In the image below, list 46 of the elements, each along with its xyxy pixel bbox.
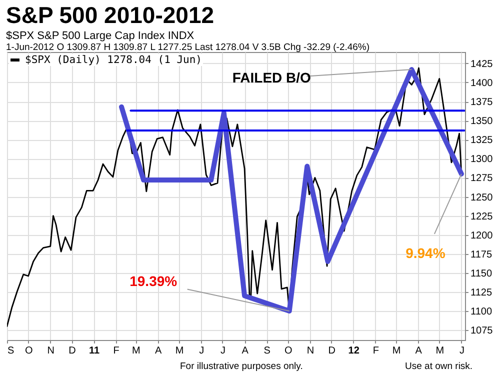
x-tick-label: D <box>328 346 336 356</box>
x-tick-label: 12 <box>348 346 360 356</box>
y-tick-label: 1175 <box>470 249 492 260</box>
y-tick-label: 1275 <box>470 173 494 184</box>
annotation: 9.94% <box>406 244 446 261</box>
y-tick-label: 1325 <box>470 135 494 146</box>
x-tick-label: F <box>113 346 120 356</box>
y-tick-label: 1375 <box>470 97 494 108</box>
x-tick-label: A <box>154 346 162 356</box>
y-tick-label: 1425 <box>470 58 494 70</box>
x-tick-label: A <box>415 346 422 356</box>
x-tick-label: 11 <box>88 346 100 356</box>
y-tick-label: 1150 <box>470 268 492 280</box>
y-tick-label: 1300 <box>470 154 494 166</box>
x-tick-label: J <box>459 346 464 356</box>
text: Use at own risk. <box>405 361 473 372</box>
annotation: 19.39% <box>130 273 178 290</box>
y-tick-label: 1400 <box>470 78 494 89</box>
x-tick-label: S <box>264 346 271 356</box>
y-tick-label: 1075 <box>470 326 494 337</box>
x-tick-label: A <box>242 346 249 356</box>
y-tick-label: 1225 <box>470 211 494 222</box>
x-tick-label: N <box>306 346 314 356</box>
x-tick-label: F <box>372 346 379 356</box>
x-tick-label: O <box>24 346 33 356</box>
x-tick-label: M <box>436 346 444 356</box>
legend-label: $SPX (Daily) 1278.04 (1 Jun) <box>25 54 202 66</box>
y-tick-label: 1350 <box>470 116 494 128</box>
x-tick-label: O <box>284 346 293 356</box>
y-tick-label: 1250 <box>470 192 494 204</box>
y-tick-label: 1125 <box>470 288 492 298</box>
x-tick-label: M <box>132 346 140 356</box>
x-tick-label: M <box>175 346 184 356</box>
chart-title: S&P 500 2010-2012 <box>6 2 214 29</box>
y-tick-label: 1200 <box>470 230 494 242</box>
annotation: 1-Jun-2012 O 1309.87 H 1309.87 L 1277.25 Last 1278.04 V 3.5B Chg -32.29 (-2.46%) <box>6 42 370 53</box>
x-tick-label: S <box>8 346 14 356</box>
x-tick-label: J <box>220 346 226 356</box>
text: For illustrative purposes only. <box>180 361 303 372</box>
chart-subtitle: $SPX S&P 500 Large Cap Index INDX <box>6 30 194 42</box>
x-tick-label: M <box>392 346 401 356</box>
y-tick-label: 1100 <box>470 306 492 318</box>
annotation: FAILED B/O <box>232 70 312 86</box>
x-tick-label: N <box>47 346 54 356</box>
x-tick-label: D <box>68 346 76 356</box>
x-tick-label: J <box>199 346 204 356</box>
